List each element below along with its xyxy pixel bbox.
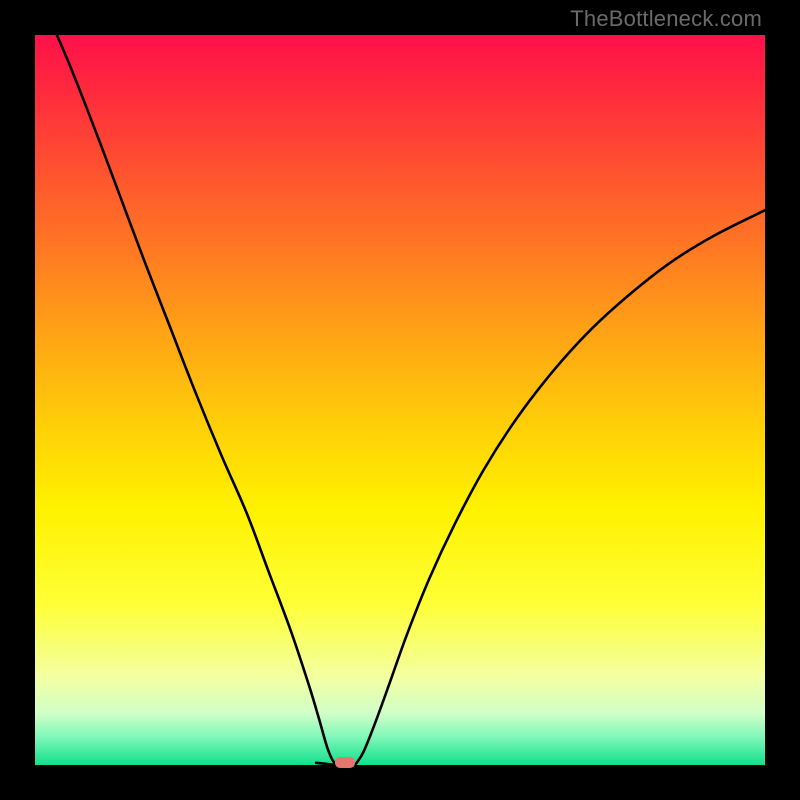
watermark-text: TheBottleneck.com: [570, 6, 762, 32]
minimum-marker: [335, 757, 355, 768]
bottleneck-chart: [35, 35, 765, 765]
chart-svg: [35, 35, 765, 765]
